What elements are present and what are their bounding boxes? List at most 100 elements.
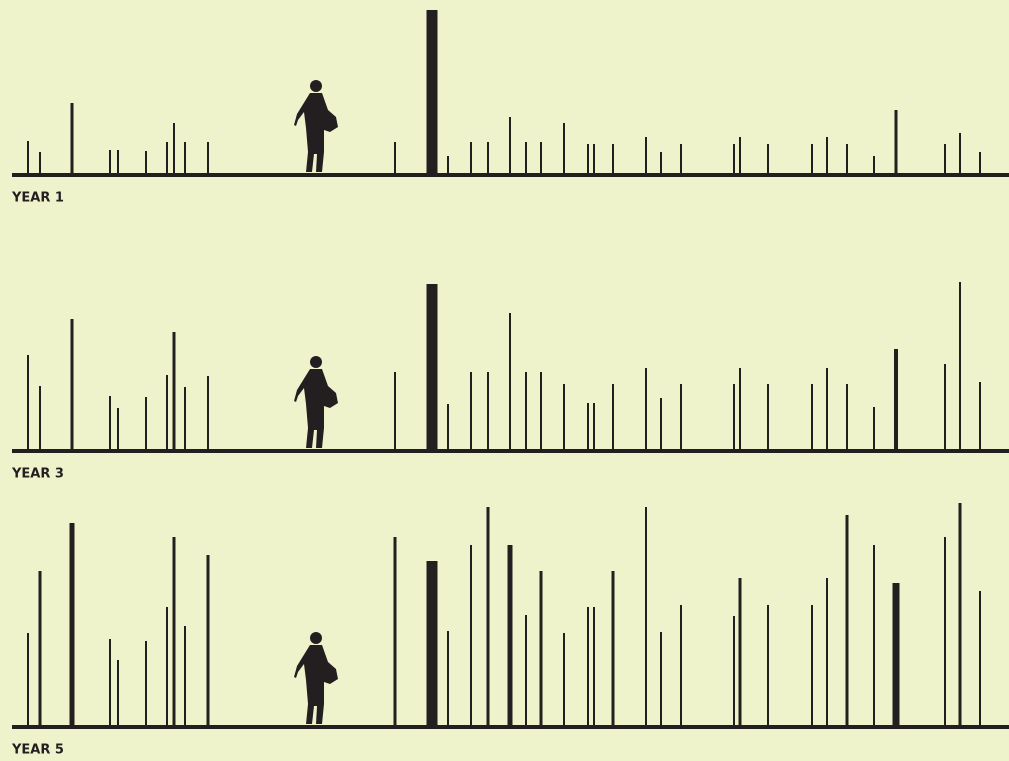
stem <box>660 632 662 726</box>
stem <box>593 144 595 174</box>
stem <box>563 384 565 450</box>
stem <box>427 561 438 726</box>
background <box>0 0 1009 761</box>
ground-line <box>12 725 1009 729</box>
stem <box>117 408 119 450</box>
stem <box>767 605 769 726</box>
stem <box>207 555 210 726</box>
stem <box>895 110 898 174</box>
stem <box>184 387 186 450</box>
stem <box>145 641 147 726</box>
stem <box>959 282 961 450</box>
stem <box>894 349 898 450</box>
stem <box>166 607 168 726</box>
stem <box>109 150 111 174</box>
stem <box>487 142 489 174</box>
stem <box>39 152 41 174</box>
stem <box>166 375 168 450</box>
stem <box>394 537 397 726</box>
stem <box>27 355 29 450</box>
stem <box>470 372 472 450</box>
stem <box>811 384 813 450</box>
stem <box>508 545 513 726</box>
stem <box>145 397 147 450</box>
stem <box>173 123 175 174</box>
stem <box>826 578 828 726</box>
stem <box>680 384 682 450</box>
stem <box>767 144 769 174</box>
stem <box>470 142 472 174</box>
stem <box>826 137 828 174</box>
panel-label: YEAR 1 <box>11 191 64 206</box>
stem <box>645 368 647 450</box>
stem <box>71 319 74 450</box>
stem <box>207 142 209 174</box>
stem <box>959 133 961 174</box>
stem <box>427 284 438 450</box>
stem <box>109 639 111 726</box>
stem <box>645 507 647 726</box>
stem <box>739 578 742 726</box>
stem <box>846 515 849 726</box>
stem <box>660 152 662 174</box>
stem <box>71 103 74 174</box>
stem <box>959 503 962 726</box>
stem <box>487 372 489 450</box>
stem <box>826 368 828 450</box>
stem <box>767 384 769 450</box>
stem <box>27 633 29 726</box>
stem <box>739 368 741 450</box>
stem <box>680 605 682 726</box>
ground-line <box>12 449 1009 453</box>
stem <box>525 372 527 450</box>
ground-line <box>12 173 1009 177</box>
stem <box>509 313 511 450</box>
stem <box>587 144 589 174</box>
stem <box>680 144 682 174</box>
stem <box>27 141 29 174</box>
stem <box>166 142 168 174</box>
stem <box>117 150 119 174</box>
stem <box>39 571 42 726</box>
stem <box>487 507 490 726</box>
stem <box>525 142 527 174</box>
stem <box>117 660 119 726</box>
stem <box>184 142 186 174</box>
stem <box>447 631 449 726</box>
stem <box>540 372 542 450</box>
stem <box>733 384 735 450</box>
stem <box>944 537 946 726</box>
panel-label: YEAR 5 <box>11 743 64 758</box>
stem <box>540 571 543 726</box>
stem <box>944 144 946 174</box>
stem <box>394 142 396 174</box>
stem <box>846 384 848 450</box>
stem <box>525 615 527 726</box>
stem <box>645 137 647 174</box>
stem <box>846 144 848 174</box>
stem <box>893 583 900 726</box>
stem <box>394 372 396 450</box>
stem <box>733 616 735 726</box>
stem <box>873 407 875 450</box>
stem <box>447 404 449 450</box>
stem <box>173 537 176 726</box>
stem <box>563 633 565 726</box>
stem <box>70 523 75 726</box>
stem <box>660 398 662 450</box>
stem <box>979 591 981 726</box>
stem <box>811 605 813 726</box>
stem <box>873 156 875 174</box>
stem <box>145 151 147 174</box>
stem <box>109 396 111 450</box>
stem <box>873 545 875 726</box>
stem <box>811 144 813 174</box>
stem <box>739 137 741 174</box>
stem <box>612 144 614 174</box>
panel-label: YEAR 3 <box>11 467 64 482</box>
stem <box>593 607 595 726</box>
stem <box>612 384 614 450</box>
stem <box>979 382 981 450</box>
stem <box>207 376 209 450</box>
stem <box>173 332 176 450</box>
